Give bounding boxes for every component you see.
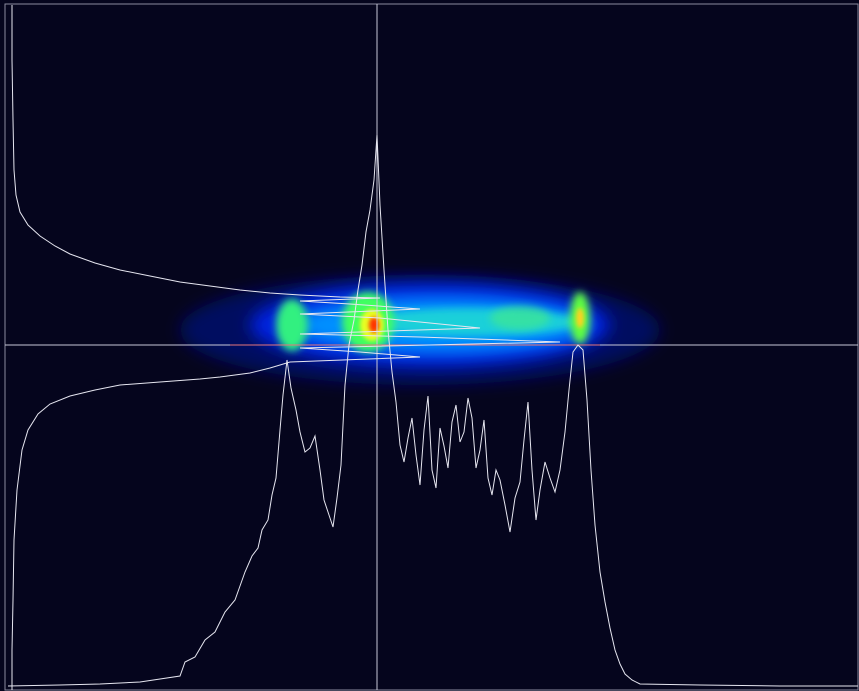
heat-spot xyxy=(576,308,584,328)
heat-spot xyxy=(276,299,308,351)
frame xyxy=(4,3,859,691)
heat-spot xyxy=(490,306,550,330)
horizontal-profile xyxy=(7,134,858,687)
vertical-profile xyxy=(11,5,561,690)
